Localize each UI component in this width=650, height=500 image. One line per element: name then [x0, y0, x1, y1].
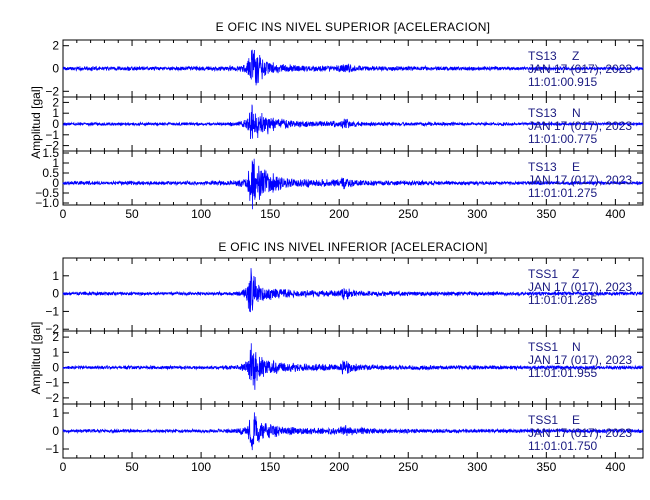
station-component-label: TS13 [528, 160, 557, 174]
waveform-trace [62, 158, 644, 210]
y-tick-label: −0.5 [35, 186, 59, 200]
y-tick-label: 1 [52, 106, 59, 120]
y-tick-label: −2 [45, 139, 59, 153]
y-tick-label: 0 [52, 176, 59, 190]
chart-title: E OFIC INS NIVEL INFERIOR [ACELERACION] [218, 240, 487, 254]
component-label: N [572, 340, 581, 354]
station-component-label: TSS1 [528, 267, 558, 281]
y-tick-label: 2 [52, 39, 59, 53]
y-tick-label: 2 [52, 330, 59, 344]
y-tick-label: 0 [52, 117, 59, 131]
x-tick-label: 150 [260, 207, 280, 221]
y-tick-label: 2 [52, 95, 59, 109]
y-tick-label: 0 [52, 424, 59, 438]
y-tick-label: 1 [52, 345, 59, 359]
x-tick-label: 150 [260, 460, 280, 474]
y-tick-label: 1.5 [42, 146, 59, 160]
y-axis-label: Amplitud [gal] [29, 322, 43, 395]
x-tick-label: 350 [536, 460, 556, 474]
y-tick-label: 0 [52, 361, 59, 375]
chart-title: E OFIC INS NIVEL SUPERIOR [ACELERACION] [216, 20, 491, 34]
component-label: Z [572, 49, 579, 63]
x-tick-label: 400 [605, 207, 625, 221]
y-tick-label: −1 [45, 128, 59, 142]
component-label: E [572, 160, 580, 174]
station-component-label: TS13 [528, 106, 557, 120]
waveform-trace [62, 343, 644, 390]
y-tick-label: −1 [45, 442, 59, 456]
waveform-trace [62, 49, 644, 86]
station-component-label: TS13 [528, 49, 557, 63]
component-label: N [572, 106, 581, 120]
y-axis-label: Amplitud [gal] [29, 86, 43, 159]
waveform-trace [62, 104, 644, 140]
date-label: JAN 17 (017), 2023 [528, 62, 632, 76]
date-label: JAN 17 (017), 2023 [528, 119, 632, 133]
x-tick-label: 250 [398, 207, 418, 221]
station-component-label: TSS1 [528, 340, 558, 354]
component-label: E [572, 413, 580, 427]
x-tick-label: 50 [125, 460, 139, 474]
x-tick-label: 250 [398, 460, 418, 474]
y-tick-label: −2 [45, 84, 59, 98]
time-label: 11:01:00.915 [528, 75, 598, 89]
time-label: 11:01:01.275 [528, 186, 598, 200]
x-tick-label: 300 [467, 207, 487, 221]
x-tick-label: 0 [60, 207, 67, 221]
x-tick-label: 400 [605, 460, 625, 474]
y-tick-label: 0.5 [42, 166, 59, 180]
y-tick-label: −1.0 [35, 196, 59, 210]
y-tick-label: −2 [45, 322, 59, 336]
component-label: Z [572, 267, 579, 281]
y-tick-label: 1 [52, 406, 59, 420]
date-label: JAN 17 (017), 2023 [528, 280, 632, 294]
x-tick-label: 300 [467, 460, 487, 474]
station-component-label: TSS1 [528, 413, 558, 427]
x-tick-label: 200 [329, 460, 349, 474]
time-label: 11:01:01.750 [528, 439, 598, 453]
date-label: JAN 17 (017), 2023 [528, 426, 632, 440]
time-label: 11:01:00.775 [528, 132, 598, 146]
date-label: JAN 17 (017), 2023 [528, 353, 632, 367]
x-tick-label: 0 [60, 460, 67, 474]
x-tick-label: 100 [191, 207, 211, 221]
y-tick-label: −2 [45, 391, 59, 405]
x-tick-label: 100 [191, 460, 211, 474]
x-tick-label: 350 [536, 207, 556, 221]
y-tick-label: −1 [45, 376, 59, 390]
time-label: 11:01:01.285 [528, 293, 598, 307]
y-tick-label: −1 [45, 304, 59, 318]
y-tick-label: 0 [52, 287, 59, 301]
time-label: 11:01:01.955 [528, 366, 598, 380]
y-tick-label: 0 [52, 62, 59, 76]
waveform-trace [62, 268, 644, 313]
x-tick-label: 50 [125, 207, 139, 221]
y-tick-label: 1 [52, 156, 59, 170]
date-label: JAN 17 (017), 2023 [528, 173, 632, 187]
waveform-trace [62, 412, 644, 451]
y-tick-label: 1 [52, 269, 59, 283]
x-tick-label: 200 [329, 207, 349, 221]
